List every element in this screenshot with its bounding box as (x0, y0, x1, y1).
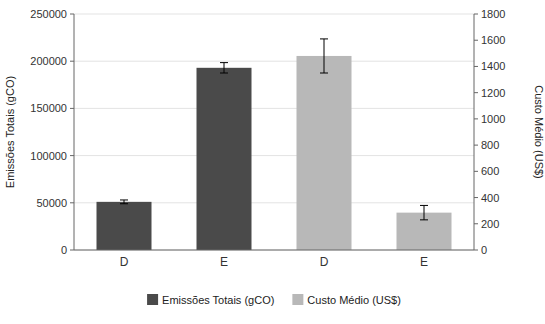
y2-tick-label: 400 (481, 192, 499, 204)
bar (197, 68, 252, 250)
error-cap (320, 73, 328, 74)
y2-tick-label: 0 (481, 244, 487, 256)
y-tick (70, 155, 74, 156)
y-tick-label: 0 (61, 244, 67, 256)
grid-line (74, 108, 474, 109)
chart-container: 0 50000 100000 150000 200000 250000 0 200 400 600… (0, 0, 545, 324)
y2-tick (474, 223, 478, 224)
error-cap (120, 203, 128, 204)
y2-tick (474, 40, 478, 41)
error-bar (420, 205, 428, 219)
y-tick-label: 50000 (36, 197, 67, 209)
error-cap (220, 73, 228, 74)
y-tick (70, 108, 74, 109)
y-axis-line (74, 14, 75, 250)
grid-line (74, 61, 474, 62)
error-bar (120, 200, 128, 204)
error-line (424, 205, 425, 219)
y-tick-label: 150000 (30, 102, 67, 114)
y-tick (70, 14, 74, 15)
x-axis-line (74, 250, 474, 251)
x-tick-label: D (320, 255, 329, 269)
y2-axis-label: Custo Médio (US$) (533, 85, 545, 179)
error-cap (320, 38, 328, 39)
error-bar (320, 39, 328, 73)
x-tick-label: E (220, 255, 228, 269)
error-line (224, 63, 225, 73)
y2-tick-label: 1600 (481, 34, 505, 46)
y2-tick (474, 92, 478, 93)
grid-line (74, 14, 474, 15)
y2-tick-label: 800 (481, 139, 499, 151)
legend-swatch (292, 294, 303, 305)
y-tick-label: 100000 (30, 150, 67, 162)
y2-tick-label: 1200 (481, 87, 505, 99)
error-cap (420, 205, 428, 206)
y2-axis-line (474, 14, 475, 250)
error-bar (220, 63, 228, 73)
bar (97, 202, 152, 250)
error-line (324, 39, 325, 73)
y2-tick (474, 14, 478, 15)
grid-line (74, 155, 474, 156)
y-tick (70, 202, 74, 203)
y2-tick (474, 197, 478, 198)
error-cap (120, 199, 128, 200)
error-line (124, 200, 125, 204)
grid-line (74, 250, 474, 251)
legend-label: Emissões Totais (gCO) (162, 294, 274, 306)
x-tick-label: D (120, 255, 129, 269)
y2-tick (474, 118, 478, 119)
grid (74, 14, 474, 250)
chart: 0 50000 100000 150000 200000 250000 0 200 400 600… (0, 0, 545, 324)
y-tick-label: 250000 (30, 8, 67, 20)
y-axis-label: Emissões Totais (gCO) (4, 76, 16, 188)
legend-label: Custo Médio (US$) (307, 294, 401, 306)
y2-tick (474, 66, 478, 67)
y2-tick-label: 600 (481, 165, 499, 177)
legend-swatch (147, 294, 158, 305)
y-tick (70, 61, 74, 62)
y2-tick (474, 171, 478, 172)
error-cap (220, 62, 228, 63)
y2-tick-label: 200 (481, 218, 499, 230)
y-tick (70, 250, 74, 251)
error-cap (420, 219, 428, 220)
y2-tick (474, 145, 478, 146)
bar (297, 56, 352, 250)
legend: Emissões Totais (gCO) Custo Médio (US$) (147, 294, 401, 306)
y2-tick (474, 250, 478, 251)
bars (97, 39, 452, 250)
x-tick-label: E (420, 255, 428, 269)
y2-tick-label: 1400 (481, 60, 505, 72)
y2-tick-label: 1800 (481, 8, 505, 20)
y-tick-label: 200000 (30, 55, 67, 67)
y2-tick-label: 1000 (481, 113, 505, 125)
